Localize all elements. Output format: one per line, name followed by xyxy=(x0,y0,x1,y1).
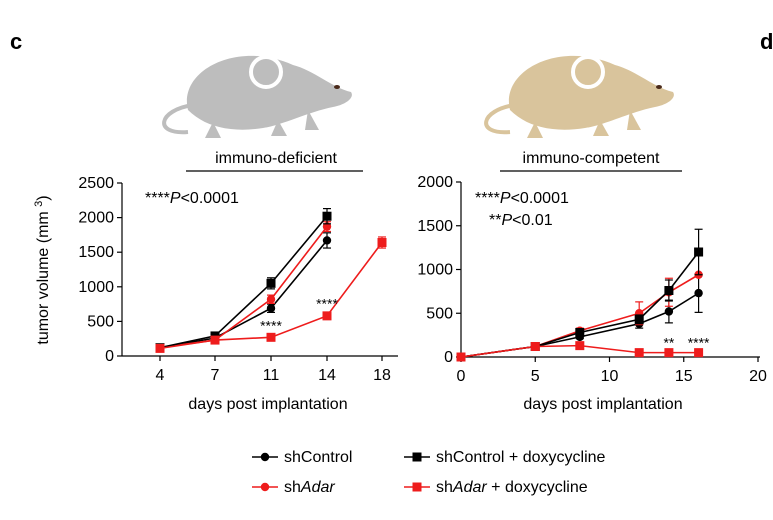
data-point xyxy=(575,341,584,350)
y-tick-label: 1000 xyxy=(417,262,453,279)
y-tick-label: 500 xyxy=(426,305,453,322)
p-value-rest: <0.0001 xyxy=(511,190,569,207)
data-point xyxy=(323,311,332,320)
series-line xyxy=(160,216,327,347)
legend-suffix: Control xyxy=(301,449,353,466)
series-line xyxy=(160,227,327,348)
y-tick-label: 1000 xyxy=(78,279,114,296)
y-axis-label-text: tumor volume (mm xyxy=(35,211,52,344)
data-point xyxy=(635,348,644,357)
y-tick-label: 0 xyxy=(105,348,114,365)
mouse-eye xyxy=(656,85,662,89)
y-tick-label: 500 xyxy=(87,313,114,330)
y-tick-label: 1500 xyxy=(78,244,114,261)
data-point xyxy=(694,248,703,257)
data-point xyxy=(575,328,584,337)
legend-marker xyxy=(413,483,422,492)
data-point xyxy=(267,333,276,342)
legend-marker xyxy=(261,453,269,461)
data-point xyxy=(378,238,387,247)
data-point xyxy=(156,344,165,353)
p-value-stars: **** xyxy=(475,190,500,207)
significance-mark: ** xyxy=(663,334,674,350)
p-value-rest: <0.01 xyxy=(512,212,553,229)
y-axis-label-c: tumor volume (mm 3) xyxy=(33,195,52,344)
p-value-p: P xyxy=(500,190,511,207)
panel-letter-d: d xyxy=(760,29,773,54)
series-line xyxy=(160,240,327,347)
mouse-ear xyxy=(573,57,603,87)
legend-marker xyxy=(261,483,269,491)
legend-prefix: sh xyxy=(284,449,301,466)
data-point xyxy=(267,295,275,303)
mouse-eye xyxy=(334,85,340,89)
data-point xyxy=(665,307,673,315)
data-point xyxy=(531,342,540,351)
x-tick-label: 18 xyxy=(373,367,391,384)
p-value-p: P xyxy=(501,212,512,229)
mouse-tan-illustration xyxy=(486,56,674,138)
data-point xyxy=(694,289,702,297)
x-tick-label: 11 xyxy=(263,367,280,384)
significance-mark: **** xyxy=(316,295,338,311)
legend-label: shAdar xyxy=(284,479,335,496)
p-value-annotation: **P<0.01 xyxy=(489,212,553,229)
mouse-ear xyxy=(251,57,281,87)
x-tick-label: 7 xyxy=(211,367,220,384)
legend-suffix: Control + doxycycline xyxy=(453,449,606,466)
x-tick-label: 14 xyxy=(318,367,336,384)
x-tick-label: 20 xyxy=(749,368,767,385)
data-point xyxy=(323,212,332,221)
legend-label: shAdar + doxycycline xyxy=(436,479,588,496)
y-tick-label: 2000 xyxy=(78,210,114,227)
legend-prefix: sh xyxy=(284,479,301,496)
p-value-annotation: ****P<0.0001 xyxy=(475,190,569,207)
legend-marker xyxy=(413,453,422,462)
x-tick-label: 0 xyxy=(457,368,466,385)
legend-label: shControl xyxy=(284,449,352,466)
significance-mark: **** xyxy=(688,334,710,350)
x-tick-label: 4 xyxy=(156,367,165,384)
y-tick-label: 0 xyxy=(444,349,453,366)
p-value-stars: ** xyxy=(489,212,501,229)
panel-d-title: immuno-competent xyxy=(523,150,661,167)
y-axis-label-close: ) xyxy=(35,195,52,200)
legend-italic: Adar xyxy=(300,479,335,496)
p-value-p: P xyxy=(170,190,181,207)
p-value-stars: **** xyxy=(145,190,170,207)
x-tick-label: 5 xyxy=(531,368,540,385)
x-tick-label: 10 xyxy=(601,368,619,385)
data-point xyxy=(323,236,331,244)
panel-c-title: immuno-deficient xyxy=(215,150,337,167)
y-tick-label: 1500 xyxy=(417,218,453,235)
data-point xyxy=(457,353,466,362)
data-point xyxy=(267,304,275,312)
data-point xyxy=(211,336,220,345)
panel-letter-c: c xyxy=(10,29,22,54)
significance-mark: **** xyxy=(260,317,282,333)
p-value-annotation: ****P<0.0001 xyxy=(145,190,239,207)
legend-italic: Adar xyxy=(452,479,487,496)
data-point xyxy=(664,286,673,295)
data-point xyxy=(635,315,644,324)
y-tick-label: 2000 xyxy=(417,174,453,191)
y-tick-label: 2500 xyxy=(78,175,114,192)
p-value-rest: <0.0001 xyxy=(181,190,239,207)
x-axis-label-d: days post implantation xyxy=(523,396,682,413)
x-axis-label-c: days post implantation xyxy=(188,396,347,413)
data-point xyxy=(267,279,276,288)
legend-suffix: + doxycycline xyxy=(487,479,588,496)
x-tick-label: 15 xyxy=(675,368,693,385)
legend-prefix: sh xyxy=(436,479,453,496)
mouse-gray-illustration xyxy=(164,56,352,138)
legend-prefix: sh xyxy=(436,449,453,466)
legend-label: shControl + doxycycline xyxy=(436,449,606,466)
